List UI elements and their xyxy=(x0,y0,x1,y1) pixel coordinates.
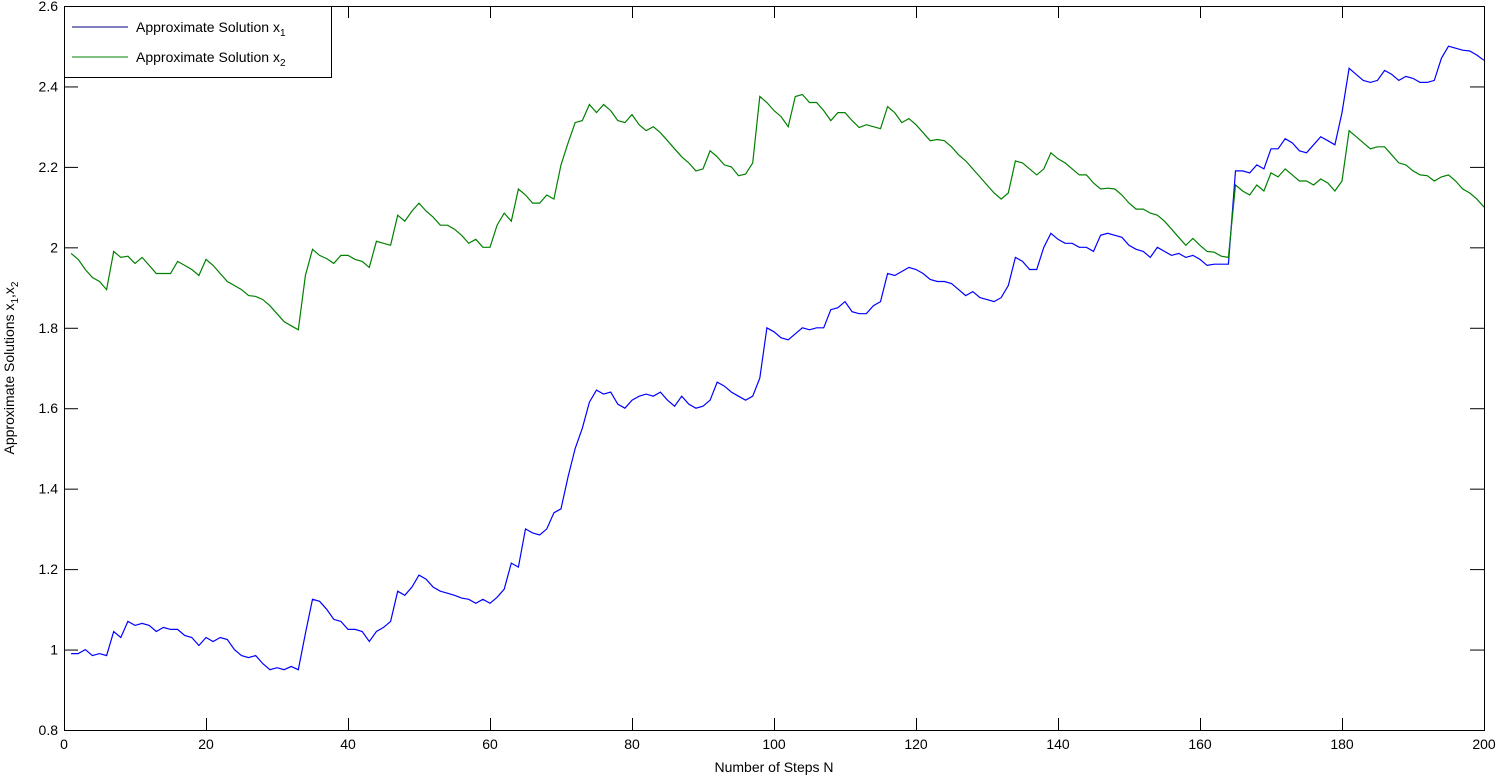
y-tick-label: 1.2 xyxy=(39,561,59,577)
y-tick-label: 1.4 xyxy=(39,481,59,497)
y-axis-label: Approximate Solutions x1,x2 xyxy=(1,281,21,454)
y-tick-label: 2.6 xyxy=(39,0,59,14)
legend-box xyxy=(64,6,332,78)
x-tick-label: 120 xyxy=(904,736,928,752)
x-tick-label: 60 xyxy=(482,736,498,752)
y-tick-label: 2.4 xyxy=(39,78,59,94)
y-tick-label: 1.8 xyxy=(39,320,59,336)
x-axis-label: Number of Steps N xyxy=(714,759,833,775)
series-line-x2 xyxy=(70,93,1485,331)
series-line-x1 xyxy=(71,45,1485,671)
y-tick-label: 2 xyxy=(50,239,58,255)
x-tick-label: 180 xyxy=(1330,736,1354,752)
x-tick-label: 80 xyxy=(624,736,640,752)
legend-label-x1: Approximate Solution x1 xyxy=(136,19,286,39)
x-tick-label: 40 xyxy=(340,736,356,752)
series-layer xyxy=(70,45,1485,671)
y-tick-label: 2.2 xyxy=(39,159,59,175)
x-tick-label: 0 xyxy=(60,736,68,752)
x-tick-label: 140 xyxy=(1046,736,1070,752)
plot-area xyxy=(64,6,1484,730)
x-tick-label: 200 xyxy=(1472,736,1496,752)
y-tick-label: 1 xyxy=(50,642,58,658)
x-tick-label: 100 xyxy=(762,736,786,752)
y-tick-label: 0.8 xyxy=(39,722,59,738)
x-tick-label: 160 xyxy=(1188,736,1212,752)
x-tick-label: 20 xyxy=(198,736,214,752)
axes-layer: 0 20 40 60 80 100 120 140 160 180 200 0.8 1 1.2 1.4 1.6… xyxy=(39,0,1496,752)
legend-label-x2: Approximate Solution x2 xyxy=(136,49,286,69)
y-tick-label: 1.6 xyxy=(39,400,59,416)
legend: Approximate Solution x1 Approximate Solu… xyxy=(64,6,332,78)
